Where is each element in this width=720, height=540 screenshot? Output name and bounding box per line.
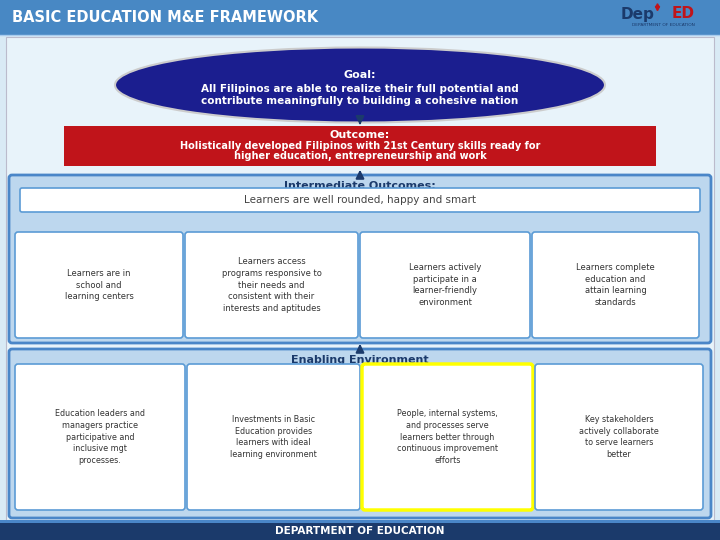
Text: Investments in Basic
Education provides
learners with ideal
learning environment: Investments in Basic Education provides …: [230, 415, 317, 459]
Text: BASIC EDUCATION M&E FRAMEWORK: BASIC EDUCATION M&E FRAMEWORK: [12, 10, 318, 25]
Text: DEPARTMENT OF EDUCATION: DEPARTMENT OF EDUCATION: [631, 23, 694, 27]
Text: higher education, entrepreneurship and work: higher education, entrepreneurship and w…: [233, 151, 487, 161]
FancyBboxPatch shape: [532, 232, 699, 338]
Text: Goal:: Goal:: [343, 70, 377, 80]
FancyBboxPatch shape: [185, 232, 358, 338]
Text: Education leaders and
managers practice
participative and
inclusive mgt
processe: Education leaders and managers practice …: [55, 409, 145, 465]
Text: Key stakeholders
actively collaborate
to serve learners
better: Key stakeholders actively collaborate to…: [579, 415, 659, 459]
Text: Learners complete
education and
attain learning
standards: Learners complete education and attain l…: [576, 263, 655, 307]
Text: Learners are well rounded, happy and smart: Learners are well rounded, happy and sma…: [244, 195, 476, 205]
Text: Learners are in
school and
learning centers: Learners are in school and learning cent…: [65, 269, 133, 301]
FancyBboxPatch shape: [362, 364, 533, 510]
FancyBboxPatch shape: [15, 364, 185, 510]
Text: DEPARTMENT OF EDUCATION: DEPARTMENT OF EDUCATION: [275, 526, 445, 536]
Text: Holistically developed Filipinos with 21st Century skills ready for: Holistically developed Filipinos with 21…: [180, 141, 540, 151]
FancyBboxPatch shape: [0, 0, 720, 35]
Text: ED: ED: [672, 6, 695, 22]
Text: Outcome:: Outcome:: [330, 130, 390, 140]
Text: Intermediate Outcomes:: Intermediate Outcomes:: [284, 181, 436, 191]
FancyBboxPatch shape: [9, 349, 711, 518]
FancyBboxPatch shape: [64, 126, 656, 166]
FancyBboxPatch shape: [20, 188, 700, 212]
FancyBboxPatch shape: [360, 232, 530, 338]
Text: Enabling Environment: Enabling Environment: [291, 355, 429, 365]
FancyBboxPatch shape: [15, 232, 183, 338]
FancyBboxPatch shape: [6, 37, 714, 520]
FancyBboxPatch shape: [187, 364, 360, 510]
FancyBboxPatch shape: [0, 0, 720, 35]
FancyBboxPatch shape: [0, 520, 720, 540]
Ellipse shape: [115, 48, 605, 123]
Text: Learners access
programs responsive to
their needs and
consistent with their
int: Learners access programs responsive to t…: [222, 257, 321, 313]
FancyBboxPatch shape: [0, 520, 720, 523]
Text: Dep: Dep: [621, 6, 655, 22]
Text: Learners actively
participate in a
learner-friendly
environment: Learners actively participate in a learn…: [409, 263, 481, 307]
FancyBboxPatch shape: [9, 175, 711, 343]
Text: People, internal systems,
and processes serve
learners better through
continuous: People, internal systems, and processes …: [397, 409, 498, 465]
FancyBboxPatch shape: [535, 364, 703, 510]
Text: All Filipinos are able to realize their full potential and: All Filipinos are able to realize their …: [201, 84, 519, 94]
Text: contribute meaningfully to building a cohesive nation: contribute meaningfully to building a co…: [202, 96, 518, 106]
